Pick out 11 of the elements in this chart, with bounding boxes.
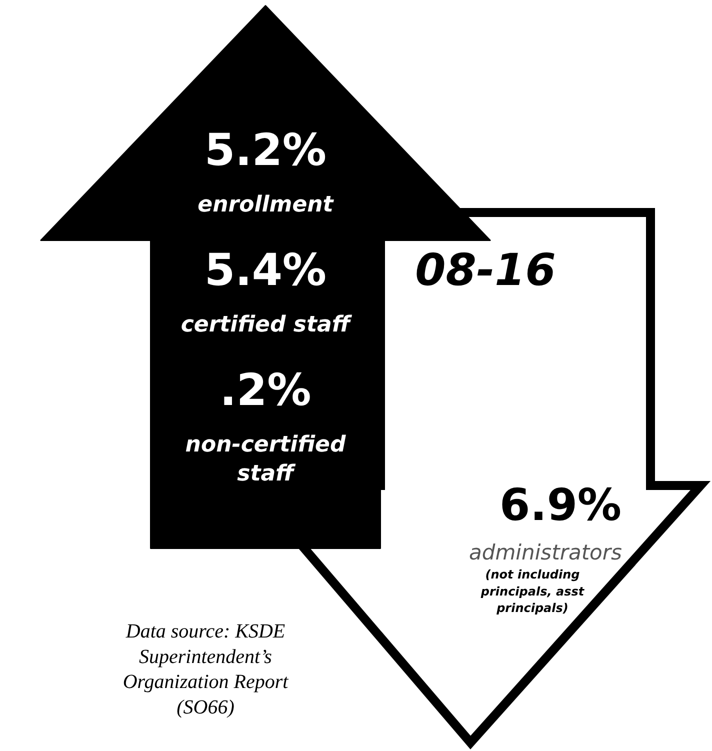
source-note: Data source: KSDE Superintendent’s Organization Report (SO66) <box>122 620 289 718</box>
category-label: enrollment <box>198 192 335 218</box>
data-label: 5.4% <box>204 245 327 296</box>
data-label: .2% <box>220 365 312 416</box>
category-label: administrators <box>469 540 622 564</box>
category-label: certified staff <box>180 312 353 338</box>
text: 08-16 <box>415 245 556 296</box>
text: (not including principals, asst principals) <box>480 568 584 616</box>
data-label: 6.9% <box>499 480 622 531</box>
data-label: 5.2% <box>204 125 327 176</box>
category-label: non-certified staff <box>185 432 346 486</box>
